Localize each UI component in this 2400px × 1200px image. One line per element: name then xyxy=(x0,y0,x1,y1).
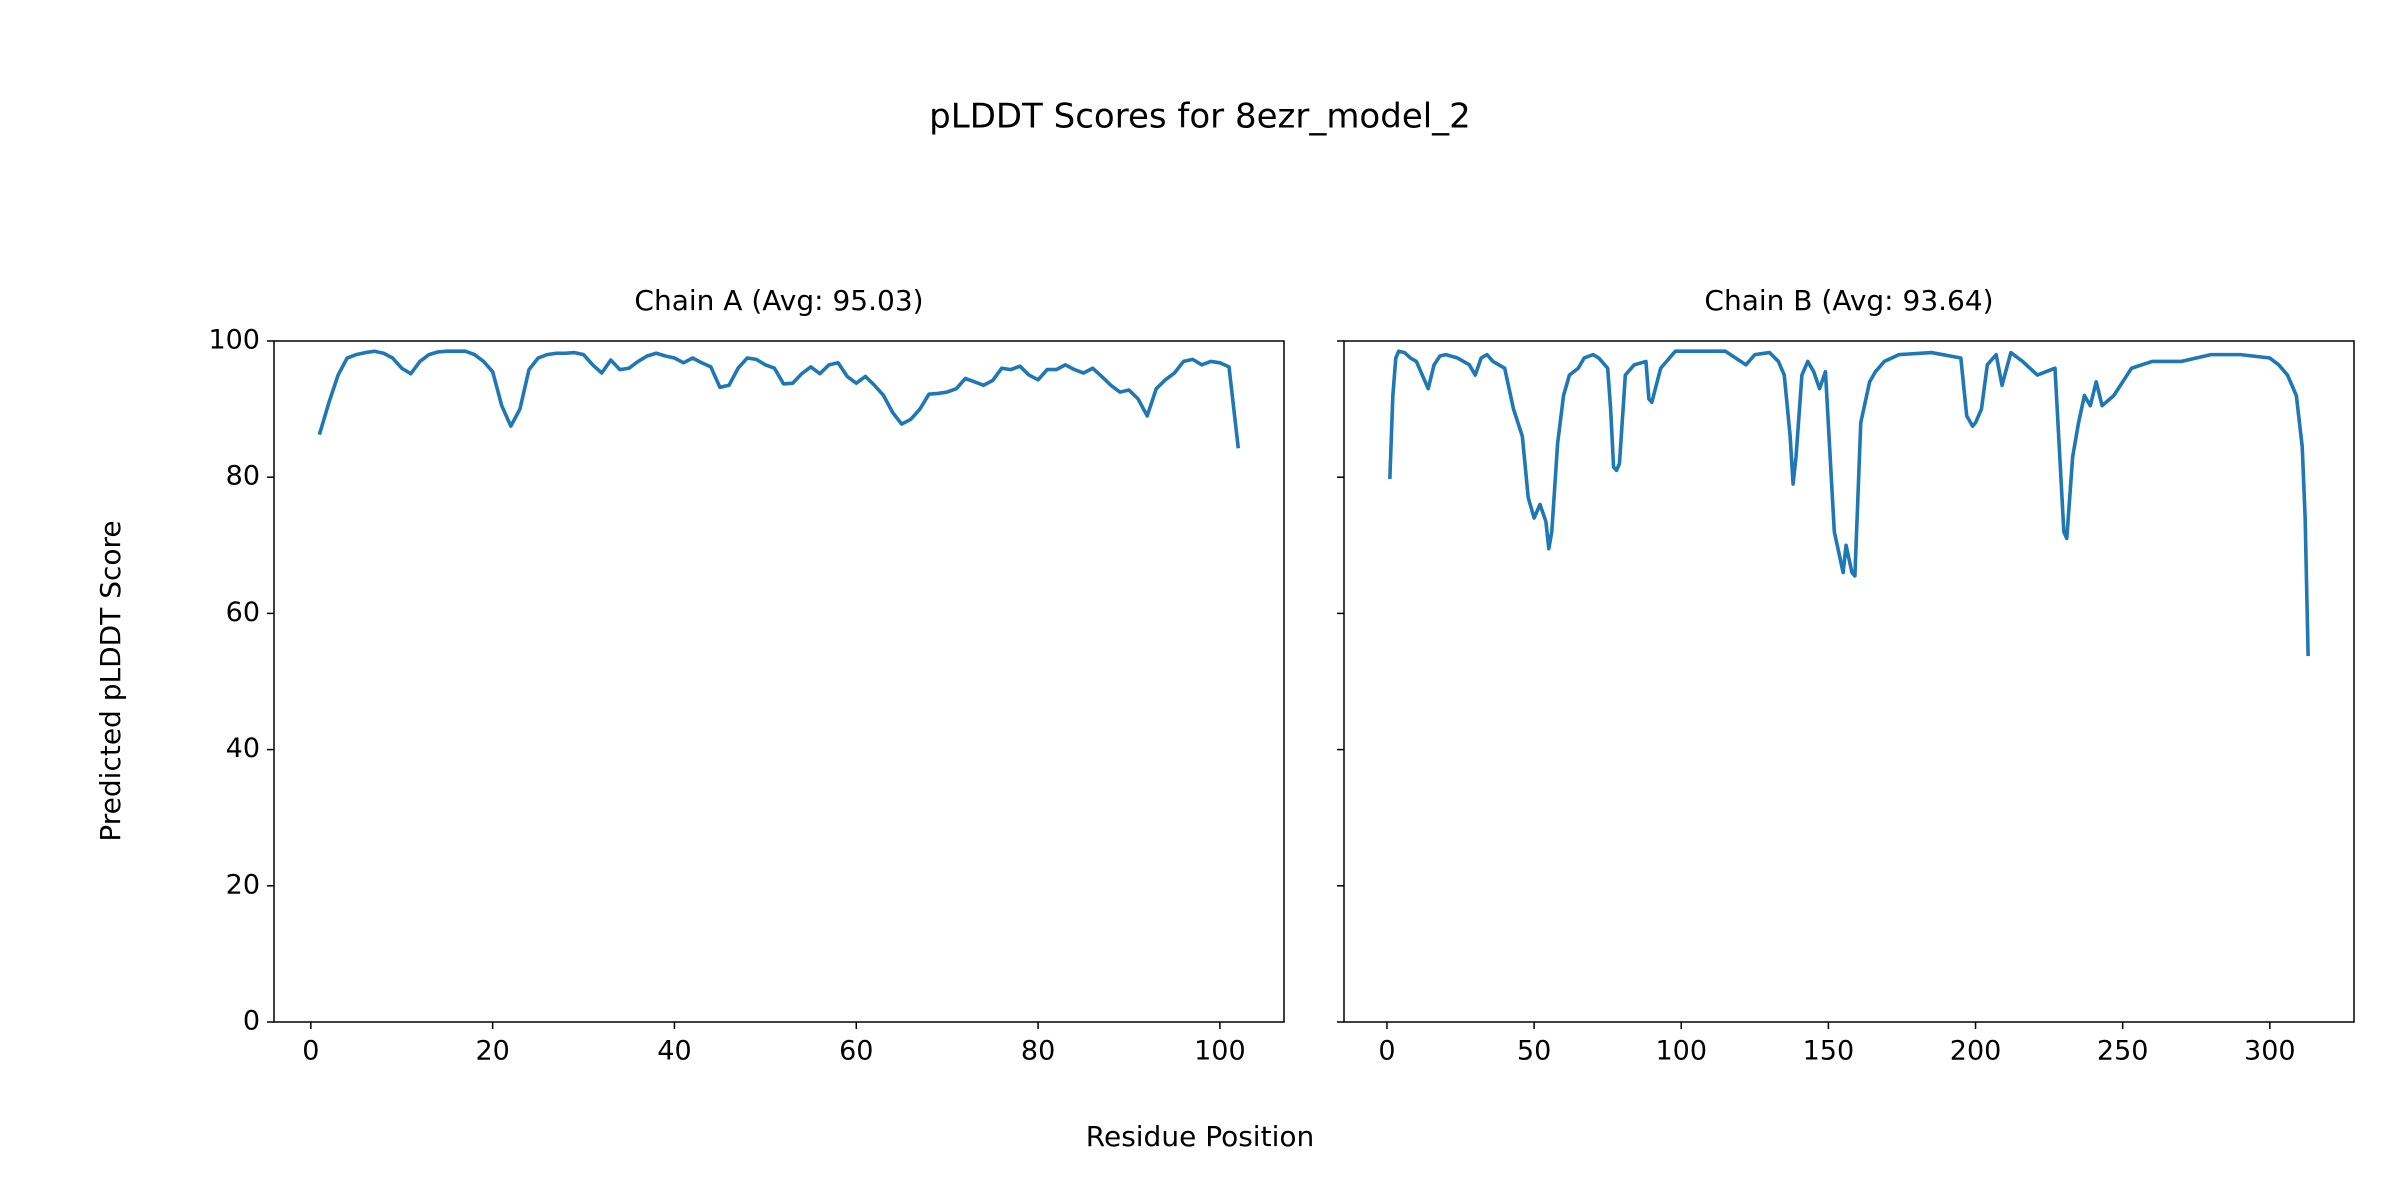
x-tick-label: 40 xyxy=(657,1036,691,1067)
x-tick-label: 20 xyxy=(475,1036,509,1067)
figure-title: pLDDT Scores for 8ezr_model_2 xyxy=(929,97,1471,137)
x-tick-label: 250 xyxy=(2097,1036,2149,1067)
data-line xyxy=(1388,349,2310,657)
y-axis-label: Predicted pLDDT Score xyxy=(94,520,127,841)
y-tick-label: 100 xyxy=(208,325,260,356)
x-axis-label: Residue Position xyxy=(1086,1120,1314,1153)
x-tick-label: 50 xyxy=(1517,1036,1551,1067)
subplot-title: Chain B (Avg: 93.64) xyxy=(1704,284,1993,317)
y-tick-label: 0 xyxy=(243,1006,260,1037)
x-tick-label: 100 xyxy=(1194,1036,1246,1067)
axes-frame xyxy=(1343,340,2355,1023)
x-tick-label: 0 xyxy=(302,1036,319,1067)
x-tick-label: 300 xyxy=(2244,1036,2296,1067)
data-line xyxy=(317,349,1241,449)
y-tick-label: 40 xyxy=(226,733,260,764)
y-tick-label: 80 xyxy=(226,461,260,492)
x-tick-label: 80 xyxy=(1021,1036,1055,1067)
subplot-title: Chain A (Avg: 95.03) xyxy=(634,284,923,317)
y-tick-label: 20 xyxy=(226,869,260,900)
x-tick-label: 150 xyxy=(1803,1036,1855,1067)
axes-frame xyxy=(273,340,1285,1023)
y-tick-label: 60 xyxy=(226,597,260,628)
x-tick-label: 0 xyxy=(1378,1036,1395,1067)
x-tick-label: 200 xyxy=(1950,1036,2002,1067)
x-tick-label: 60 xyxy=(839,1036,873,1067)
x-tick-label: 100 xyxy=(1655,1036,1707,1067)
